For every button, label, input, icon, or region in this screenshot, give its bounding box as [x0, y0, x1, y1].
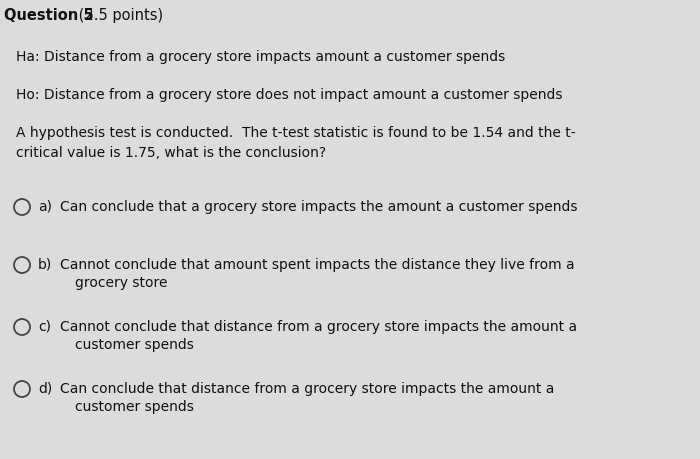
Text: b): b)	[38, 257, 52, 271]
Text: c): c)	[38, 319, 51, 333]
Text: A hypothesis test is conducted.  The t-test statistic is found to be 1.54 and th: A hypothesis test is conducted. The t-te…	[16, 126, 575, 140]
Text: d): d)	[38, 381, 52, 395]
Text: Ho: Distance from a grocery store does not impact amount a customer spends: Ho: Distance from a grocery store does n…	[16, 88, 563, 102]
Text: Question 5: Question 5	[4, 8, 94, 23]
Text: a): a)	[38, 200, 52, 213]
Text: Can conclude that a grocery store impacts the amount a customer spends: Can conclude that a grocery store impact…	[60, 200, 578, 213]
Text: critical value is 1.75, what is the conclusion?: critical value is 1.75, what is the conc…	[16, 146, 326, 160]
Text: Cannot conclude that distance from a grocery store impacts the amount a: Cannot conclude that distance from a gro…	[60, 319, 577, 333]
Text: Cannot conclude that amount spent impacts the distance they live from a: Cannot conclude that amount spent impact…	[60, 257, 575, 271]
Text: customer spends: customer spends	[75, 399, 194, 413]
Text: customer spends: customer spends	[75, 337, 194, 351]
Text: Can conclude that distance from a grocery store impacts the amount a: Can conclude that distance from a grocer…	[60, 381, 554, 395]
Text: grocery store: grocery store	[75, 275, 167, 289]
Text: Ha: Distance from a grocery store impacts amount a customer spends: Ha: Distance from a grocery store impact…	[16, 50, 505, 64]
Text: (2.5 points): (2.5 points)	[74, 8, 163, 23]
